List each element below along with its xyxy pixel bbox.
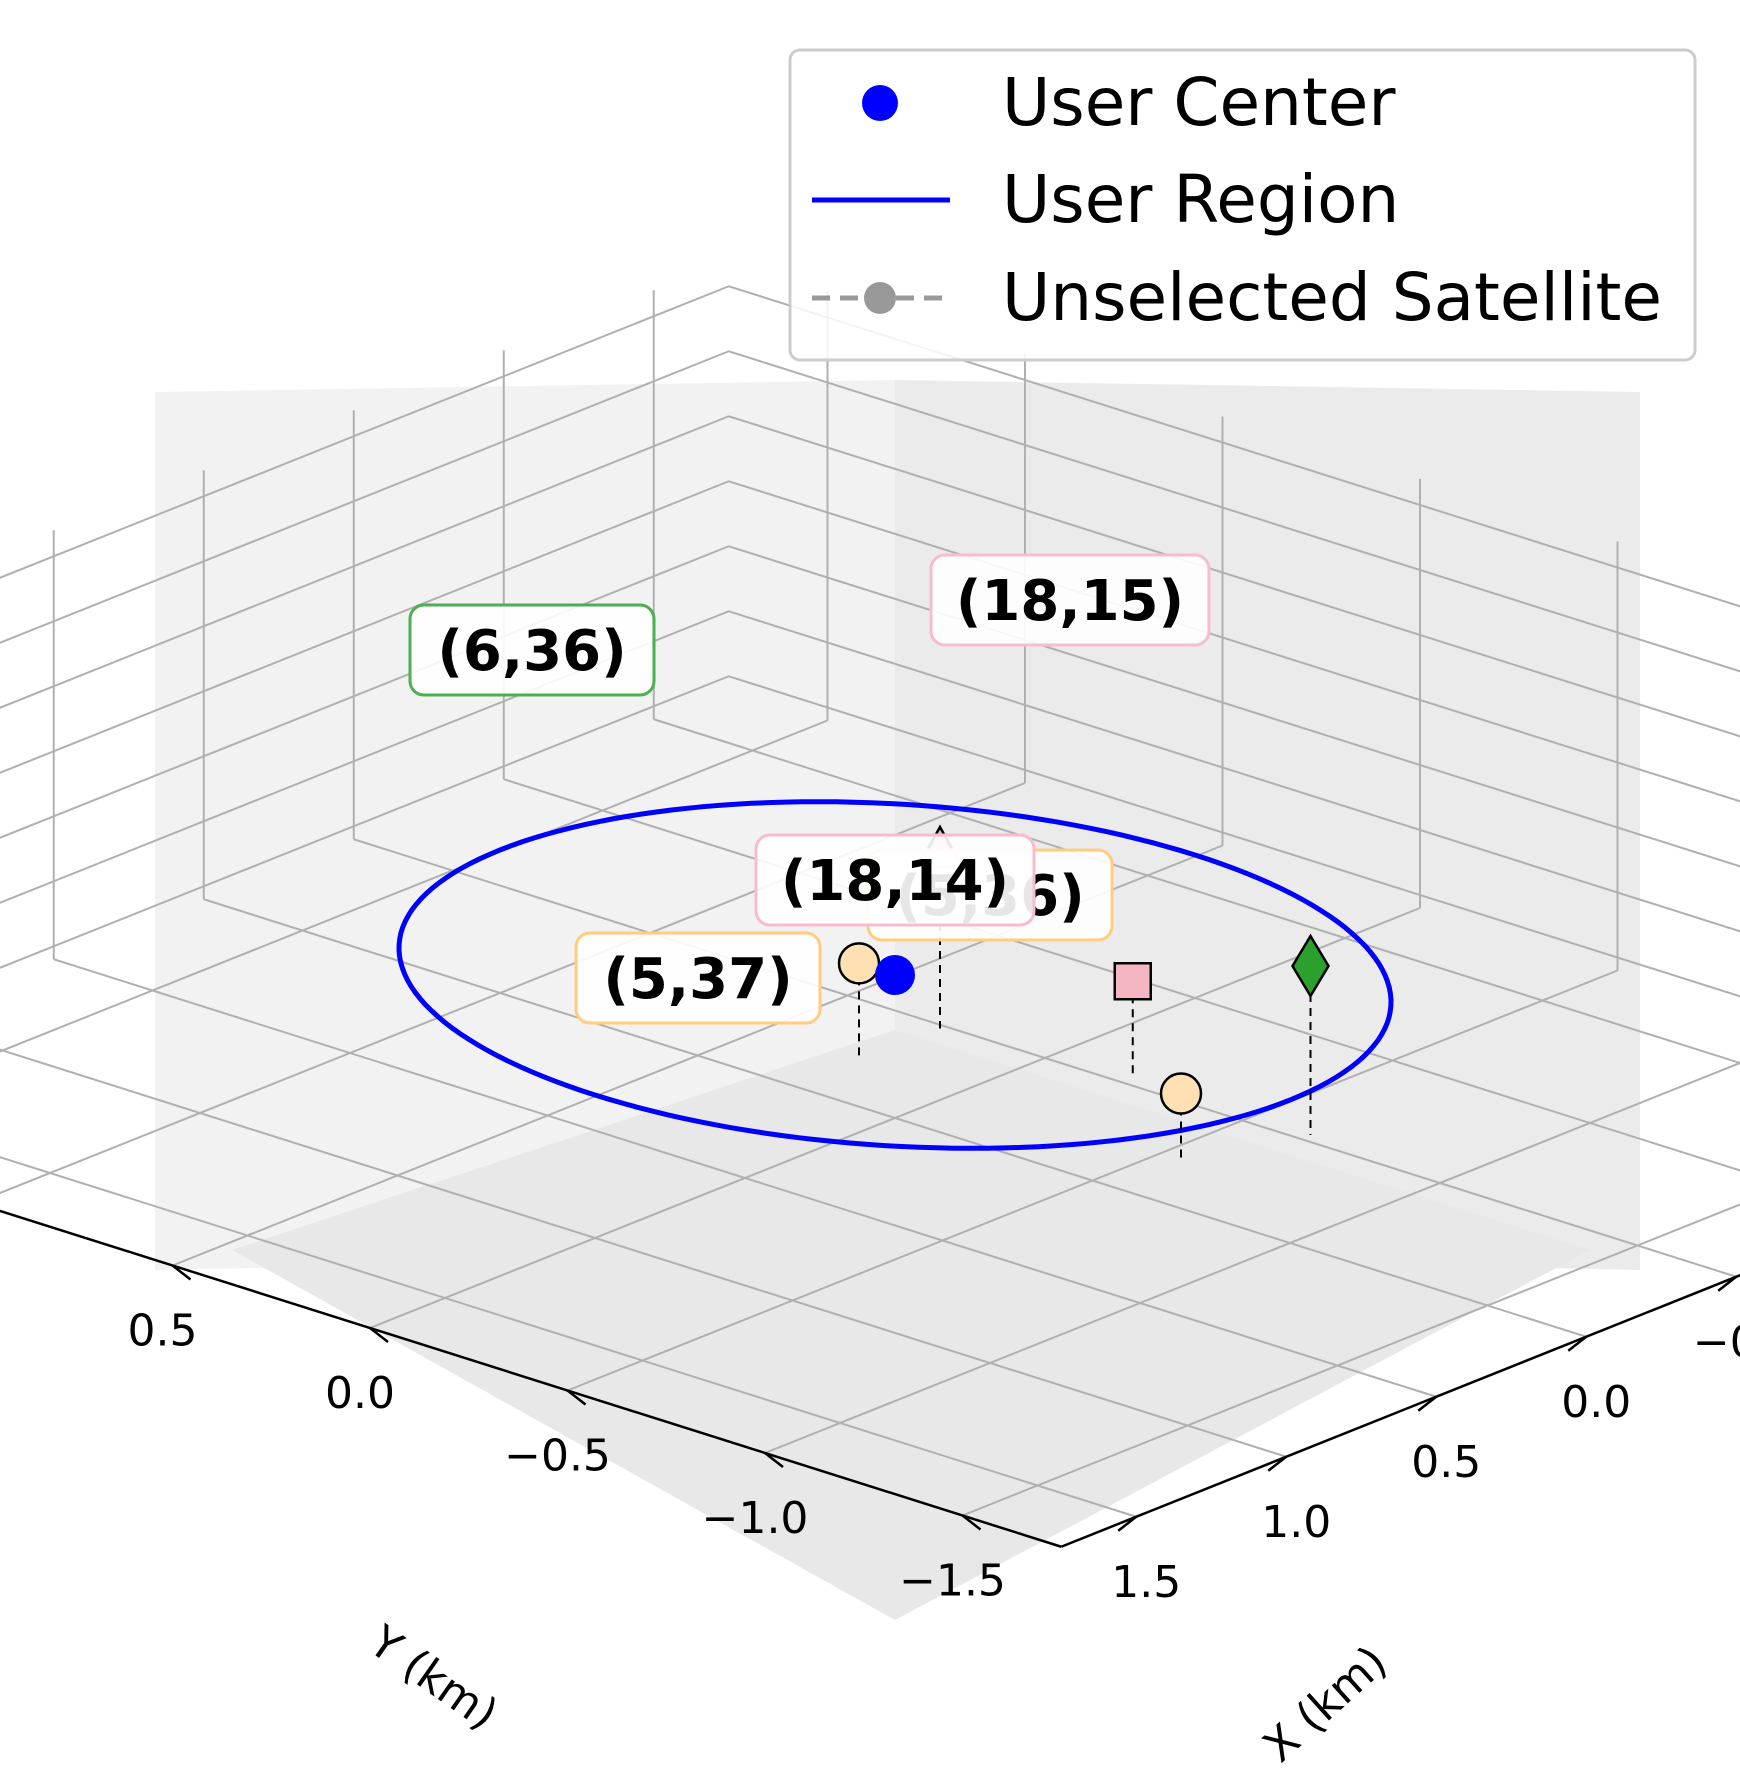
x-tick-label-2: −0.5 (1693, 1317, 1740, 1368)
satellite-annotation-box-0 (408, 603, 656, 697)
y-tick-label-3: 0.0 (325, 1368, 395, 1419)
satellite-marker-4 (1159, 1072, 1203, 1115)
x-tick-3 (1567, 1335, 1588, 1352)
floor-grid-y-6 (0, 719, 828, 1053)
wall-grid-z-2 (0, 545, 1740, 868)
user-center-marker (875, 955, 915, 995)
floor-grid-y-2 (567, 969, 1618, 1392)
satellite-marker-0 (1291, 933, 1330, 999)
user-region-circle (396, 799, 1394, 1151)
wall-grid-z-6 (0, 285, 1740, 608)
y-axis-label: Y (km) (359, 1615, 507, 1740)
legend-unselected-label: Unselected Satellite (1002, 259, 1662, 336)
y-tick-0 (961, 1514, 982, 1531)
wall-grid-z-4 (0, 415, 1740, 738)
y-tick-1 (764, 1452, 784, 1468)
satellite-annotation-box-4 (574, 931, 822, 1025)
wall-grid-z-0 (0, 675, 1740, 998)
legend-frame (788, 48, 1697, 362)
axes (0, 1209, 1740, 1548)
legend-user-center-label: User Center (1002, 64, 1396, 141)
x-tick-2 (1717, 1275, 1738, 1292)
y-tick-label-4: 0.5 (128, 1306, 198, 1357)
satellite-annotation-label-2: (18,14) (781, 849, 1009, 914)
satellite-annotation-label-1: (18,15) (956, 569, 1184, 634)
satellite-annotation-label-4: (5,37) (603, 947, 792, 1012)
satellite-annotation-box-1 (929, 553, 1211, 647)
satellite-marker-3 (837, 942, 881, 985)
back-pane-left (155, 380, 895, 1270)
satellite-marker-2 (1113, 962, 1152, 1001)
y-tick-2 (566, 1389, 587, 1406)
wall-grid-z-3 (0, 480, 1740, 803)
satellite-annotation-label-0: (6,36) (437, 619, 626, 684)
wall-grid-z-1 (0, 610, 1740, 933)
floor-grid-y-0 (962, 1203, 1740, 1517)
y-tick-3 (369, 1327, 389, 1343)
floor-pane (232, 1030, 1590, 1620)
legend-unselected-marker (864, 282, 896, 314)
y-tick-label-0: −1.5 (899, 1556, 1006, 1607)
legend: User Center User Region Unselected Satel… (788, 48, 1697, 362)
x-tick-5 (1267, 1455, 1288, 1472)
x-tick-label-6: 1.5 (1111, 1557, 1181, 1608)
legend-user-center-marker (862, 85, 898, 121)
x-tick-label-4: 0.5 (1411, 1437, 1481, 1488)
satellite-annotations: (6,36)(18,15)(5,36)(18,14)(5,37) (408, 553, 1211, 1025)
wall-grid-z-5 (0, 350, 1740, 673)
y-tick-label-1: −1.0 (702, 1493, 809, 1544)
satellite-annotation-box-2 (754, 833, 1036, 927)
y-tick-label-2: −0.5 (504, 1431, 611, 1482)
x-tick-6 (1117, 1515, 1138, 1532)
floor-grid-y-3 (369, 907, 1421, 1329)
x-tick-4 (1417, 1395, 1438, 1412)
tick-labels: −1.5−1.0−0.50.00.51.01.5−1.5−1.0−0.50.00… (128, 1306, 1740, 1608)
x-axis-label: X (km) (1254, 1636, 1397, 1772)
floor-grid-y-1 (764, 1061, 1740, 1454)
legend-user-region-label: User Region (1002, 161, 1399, 238)
x-tick-label-3: 0.0 (1561, 1377, 1631, 1428)
gridlines (0, 285, 1740, 1518)
user-region (396, 799, 1394, 1151)
x-tick-label-5: 1.0 (1261, 1497, 1331, 1548)
y-tick-4 (171, 1264, 192, 1281)
